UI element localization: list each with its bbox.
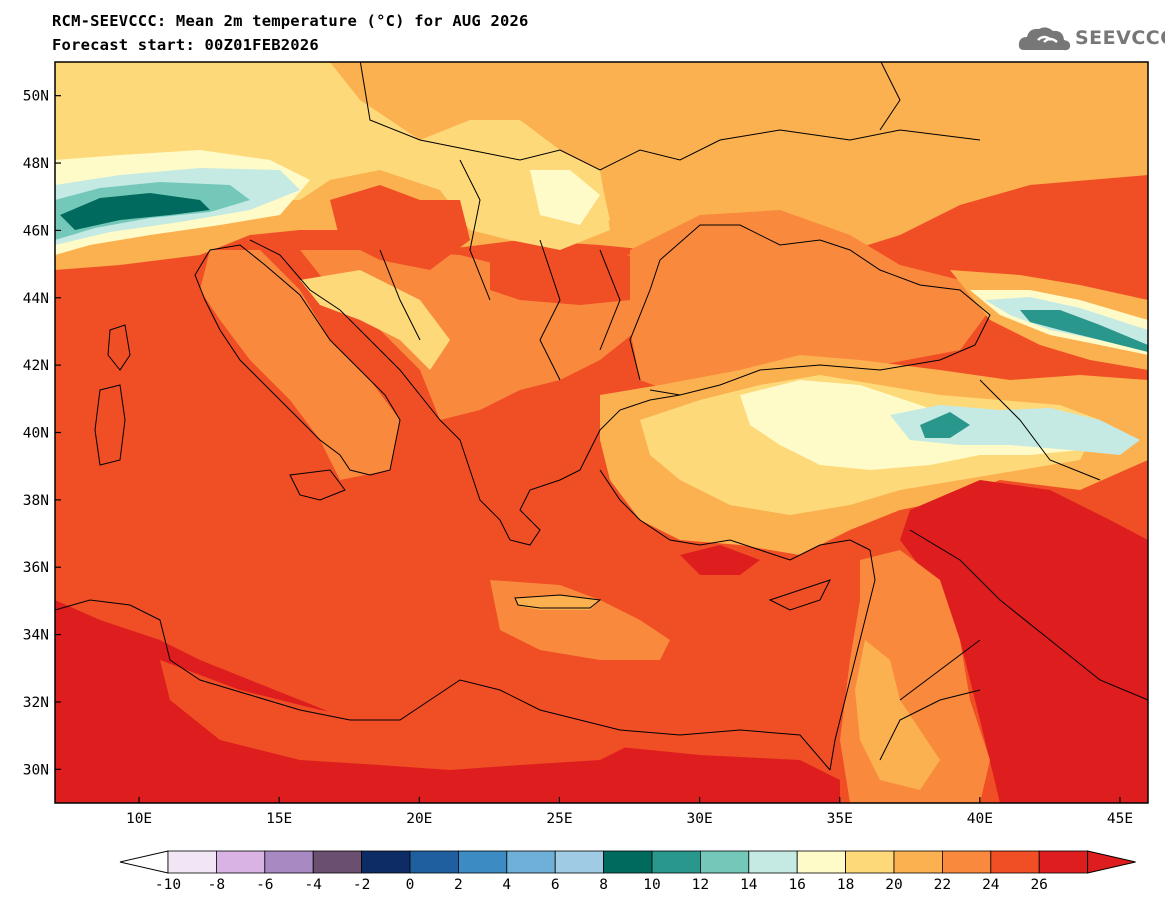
turkey-south-coastline <box>599 469 871 561</box>
colorbar-swatch <box>942 850 992 874</box>
colorbar-label: 2 <box>454 877 463 893</box>
carpathian-pale-zone <box>530 170 600 225</box>
colorbar-swatch <box>167 850 217 874</box>
lon-tick-label: 25E <box>546 811 572 827</box>
colorbar-swatch <box>506 850 556 874</box>
colorbar-label: 26 <box>1030 877 1047 893</box>
lon-tick-label: 45E <box>1107 811 1133 827</box>
lat-tick-label: 32N <box>23 695 49 711</box>
sicily-coastline <box>289 469 346 501</box>
colorbar-swatch <box>215 850 266 874</box>
colorbar-swatch <box>554 850 605 874</box>
danube-hot-zone <box>490 250 650 305</box>
colorbar-swatch <box>312 850 363 874</box>
colorbar-label: 22 <box>934 877 951 893</box>
colorbar-swatch <box>796 850 847 874</box>
colorbar-over-arrow <box>1087 850 1136 874</box>
colorbar: -10 -8 -6 -4 -2 0 2 4 6 8 10 12 14 16 18 20 22 24 26 <box>119 850 1136 893</box>
colorbar-swatch <box>700 850 750 874</box>
colorbar-label: 8 <box>599 877 608 893</box>
latitude-axis: 50N 48N 46N 44N 42N 40N 38N 36N 34N 32N 30N <box>23 89 61 778</box>
lon-tick-label: 20E <box>406 811 432 827</box>
italy-coastline <box>194 244 401 476</box>
lon-tick-label: 15E <box>266 811 292 827</box>
colorbar-swatch <box>457 850 508 874</box>
lat-tick-label: 46N <box>23 223 49 239</box>
colorbar-label: 24 <box>982 877 1000 893</box>
caucasus-cold-dark-zone <box>1020 310 1148 352</box>
lat-tick-label: 34N <box>23 628 49 644</box>
colorbar-under-arrow <box>119 850 169 874</box>
italy-land-zone <box>200 250 400 480</box>
lon-tick-label: 35E <box>827 811 853 827</box>
coastlines <box>55 62 1148 771</box>
lat-tick-label: 36N <box>23 560 49 576</box>
colorbar-label: 0 <box>406 877 415 893</box>
colorbar-label: 20 <box>885 877 902 893</box>
anatolia-cold-dark-zone <box>920 412 970 438</box>
black-sea-zone <box>630 210 990 395</box>
africa-hot-zone <box>55 600 840 803</box>
levant-coastline <box>829 549 876 771</box>
lat-tick-label: 44N <box>23 291 49 307</box>
colorbar-label: -8 <box>208 877 225 893</box>
map-title: RCM-SEEVCCC: Mean 2m temperature (°C) fo… <box>52 12 529 30</box>
corsica-coastline <box>107 324 131 371</box>
black-sea-coastline <box>629 224 991 396</box>
colorbar-label: 4 <box>502 877 511 893</box>
colorbar-label: 16 <box>788 877 805 893</box>
colorbar-label: 14 <box>740 877 758 893</box>
alps-cold-dark-zone <box>60 193 210 230</box>
colorbar-label: 6 <box>551 877 560 893</box>
colorbar-swatch <box>748 850 798 874</box>
africa-coastline <box>55 599 831 771</box>
colorbar-swatch <box>845 850 895 874</box>
balkan-cool-zone <box>300 270 450 370</box>
colorbar-label: -2 <box>353 877 370 893</box>
lat-tick-label: 38N <box>23 493 49 509</box>
hungary-hot-zone <box>330 185 470 270</box>
lat-tick-label: 30N <box>23 762 49 778</box>
colorbar-swatch <box>651 850 701 874</box>
logo-text: SEEVCCC <box>1075 27 1165 49</box>
lat-tick-label: 42N <box>23 358 49 374</box>
libya-coast-sea-zone <box>160 660 640 770</box>
country-borders <box>359 62 1148 761</box>
lat-tick-label: 48N <box>23 156 49 172</box>
crete-land-zone <box>515 595 600 610</box>
forecast-start-label: Forecast start: 00Z01FEB2026 <box>52 36 319 54</box>
levant-mild-zone <box>855 640 940 790</box>
colorbar-swatch <box>1038 850 1088 874</box>
colorbar-label: 10 <box>643 877 660 893</box>
syria-iraq-hot-zone <box>900 480 1148 803</box>
lat-tick-label: 40N <box>23 426 49 442</box>
colorbar-swatch <box>893 850 943 874</box>
colorbar-swatch <box>264 850 314 874</box>
balkans-coastline <box>249 239 681 546</box>
colorbar-label: -4 <box>304 877 322 893</box>
cyprus-coastline <box>768 579 831 611</box>
lon-tick-label: 40E <box>967 811 993 827</box>
temperature-field <box>55 62 1148 803</box>
lat-tick-label: 50N <box>23 89 49 105</box>
colorbar-label: 18 <box>837 877 854 893</box>
lon-tick-label: 10E <box>126 811 152 827</box>
colorbar-label: -10 <box>155 877 181 893</box>
longitude-axis: 10E 15E 20E 25E 30E 35E 40E 45E <box>126 797 1133 827</box>
lon-tick-label: 30E <box>686 811 712 827</box>
crete-coastline <box>514 594 602 609</box>
colorbar-swatch <box>409 850 459 874</box>
colorbar-label: 12 <box>692 877 709 893</box>
colorbar-swatch <box>361 850 411 874</box>
seevccc-cloud-logo-icon <box>1018 27 1071 51</box>
colorbar-swatch <box>990 850 1040 874</box>
colorbar-label: -6 <box>256 877 273 893</box>
turkey-coast-hot-zone <box>680 545 760 575</box>
sardinia-coastline <box>94 384 126 466</box>
colorbar-swatch <box>603 850 653 874</box>
